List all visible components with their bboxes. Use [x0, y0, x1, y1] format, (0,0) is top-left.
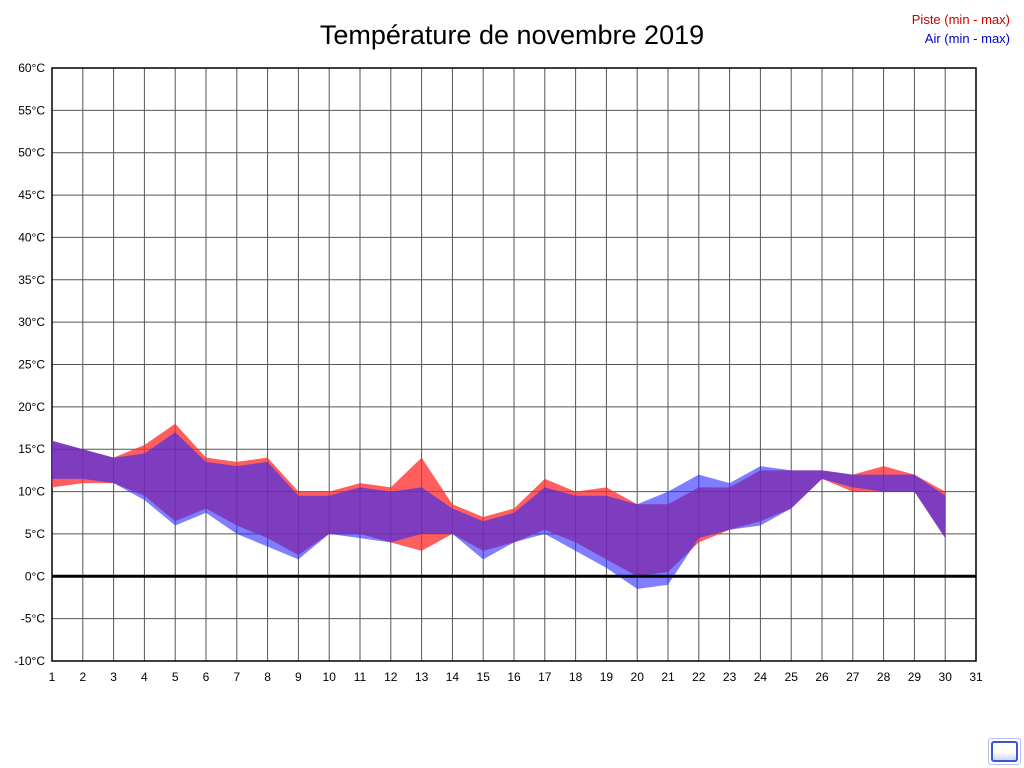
x-tick-label: 1: [49, 670, 56, 684]
x-tick-label: 7: [233, 670, 240, 684]
x-tick-label: 30: [939, 670, 953, 684]
x-tick-label: 12: [384, 670, 398, 684]
x-tick-label: 16: [507, 670, 521, 684]
x-tick-label: 17: [538, 670, 552, 684]
y-tick-label: 0°C: [25, 569, 45, 583]
plot-border: [51, 67, 977, 662]
y-tick-label: 60°C: [18, 61, 45, 75]
y-tick-label: 40°C: [18, 230, 45, 244]
x-tick-label: 20: [631, 670, 645, 684]
x-tick-label: 26: [815, 670, 829, 684]
x-tick-label: 9: [295, 670, 302, 684]
x-tick-label: 15: [477, 670, 491, 684]
x-tick-label: 8: [264, 670, 271, 684]
x-tick-label: 29: [908, 670, 922, 684]
x-tick-label: 21: [661, 670, 675, 684]
x-tick-label: 27: [846, 670, 860, 684]
logo-image: [988, 738, 1021, 765]
y-tick-label: -10°C: [14, 654, 45, 668]
x-tick-label: 10: [323, 670, 337, 684]
y-tick-label: 25°C: [18, 358, 45, 372]
y-tick-label: 50°C: [18, 146, 45, 160]
y-tick-label: 15°C: [18, 442, 45, 456]
x-tick-label: 23: [723, 670, 737, 684]
y-tick-label: 30°C: [18, 315, 45, 329]
y-tick-label: 35°C: [18, 273, 45, 287]
x-tick-label: 11: [354, 670, 367, 684]
x-tick-label: 19: [600, 670, 614, 684]
x-tick-label: 31: [969, 670, 983, 684]
x-tick-label: 24: [754, 670, 768, 684]
x-tick-label: 25: [785, 670, 799, 684]
chart-title: Température de novembre 2019: [319, 20, 705, 50]
x-tick-label: 4: [141, 670, 148, 684]
legend-air: Air (min - max): [924, 31, 1010, 46]
x-tick-label: 22: [692, 670, 706, 684]
x-tick-label: 3: [110, 670, 117, 684]
logo-frame: [991, 741, 1018, 762]
y-tick-label: -5°C: [21, 612, 45, 626]
y-tick-label: 20°C: [18, 400, 45, 414]
y-tick-label: 45°C: [18, 188, 45, 202]
x-tick-label: 28: [877, 670, 891, 684]
legend: Piste (min - max) Air (min - max): [912, 10, 1010, 48]
x-tick-label: 13: [415, 670, 429, 684]
x-tick-label: 5: [172, 670, 179, 684]
air-band: [52, 432, 946, 589]
x-tick-label: 2: [79, 670, 86, 684]
y-tick-label: 55°C: [18, 103, 45, 117]
x-tick-label: 6: [203, 670, 210, 684]
legend-piste: Piste (min - max): [911, 12, 1010, 27]
y-tick-label: 5°C: [25, 527, 45, 541]
x-tick-label: 14: [446, 670, 460, 684]
y-tick-label: 10°C: [18, 485, 45, 499]
x-tick-label: 18: [569, 670, 583, 684]
